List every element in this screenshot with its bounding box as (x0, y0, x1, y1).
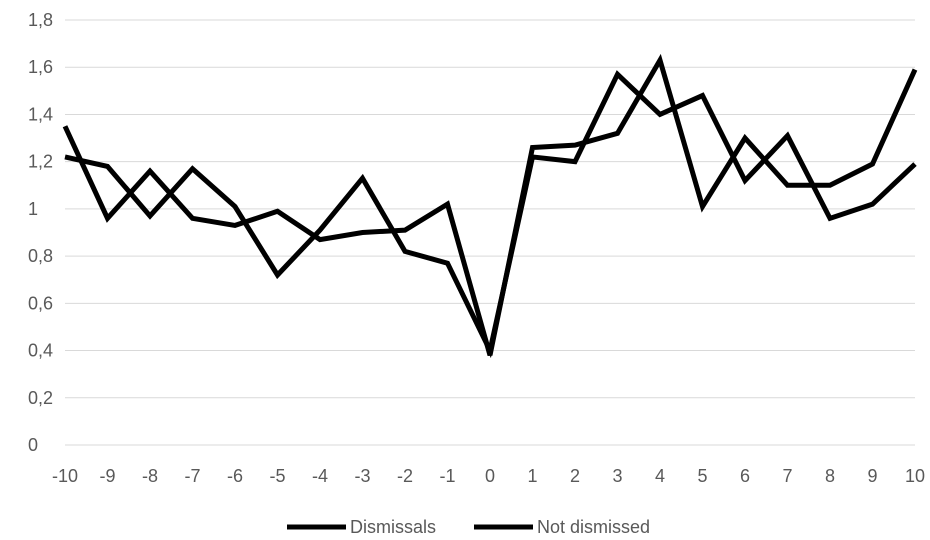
y-tick-label: 0 (28, 435, 38, 455)
x-tick-label: -7 (184, 466, 200, 486)
series-lines (62, 53, 918, 359)
x-tick-label: 10 (905, 466, 925, 486)
y-tick-label: 0,8 (28, 246, 53, 266)
y-tick-label: 1,8 (28, 10, 53, 30)
x-tick-label: -8 (142, 466, 158, 486)
x-tick-label: -9 (99, 466, 115, 486)
x-tick-label: 9 (867, 466, 877, 486)
x-tick-label: -3 (354, 466, 370, 486)
legend-label: Not dismissed (537, 517, 650, 537)
x-tick-label: -6 (227, 466, 243, 486)
y-tick-label: 1,6 (28, 57, 53, 77)
x-tick-label: -10 (52, 466, 78, 486)
y-tick-label: 0,6 (28, 293, 53, 313)
y-tick-label: 1,2 (28, 152, 53, 172)
x-tick-label: 1 (527, 466, 537, 486)
legend: Dismissals Not dismissed (287, 517, 650, 537)
x-tick-label: 4 (655, 466, 665, 486)
x-axis-tick-labels: -10 -9 -8 -7 -6 -5 -4 -3 -2 -1 0 1 2 3 4 5 6 7 8 9 10 (52, 466, 925, 486)
y-tick-label: 1 (28, 199, 38, 219)
y-tick-label: 0,2 (28, 388, 53, 408)
x-tick-label: -1 (439, 466, 455, 486)
x-tick-label: 0 (485, 466, 495, 486)
x-tick-label: 6 (740, 466, 750, 486)
x-tick-label: 7 (782, 466, 792, 486)
x-tick-label: 2 (570, 466, 580, 486)
gridlines (65, 19, 915, 446)
series-line-dismissals (62, 53, 918, 356)
y-axis-tick-labels: 0 0,2 0,4 0,6 0,8 1 1,2 1,4 1,6 1,8 (28, 10, 53, 455)
x-tick-label: 8 (825, 466, 835, 486)
x-tick-label: 5 (697, 466, 707, 486)
x-tick-label: 3 (612, 466, 622, 486)
x-tick-label: -4 (312, 466, 328, 486)
y-tick-label: 1,4 (28, 104, 53, 124)
x-tick-label: -2 (397, 466, 413, 486)
y-tick-label: 0,4 (28, 341, 53, 361)
legend-label: Dismissals (350, 517, 436, 537)
x-tick-label: -5 (269, 466, 285, 486)
series-line-not-dismissed (64, 70, 917, 359)
